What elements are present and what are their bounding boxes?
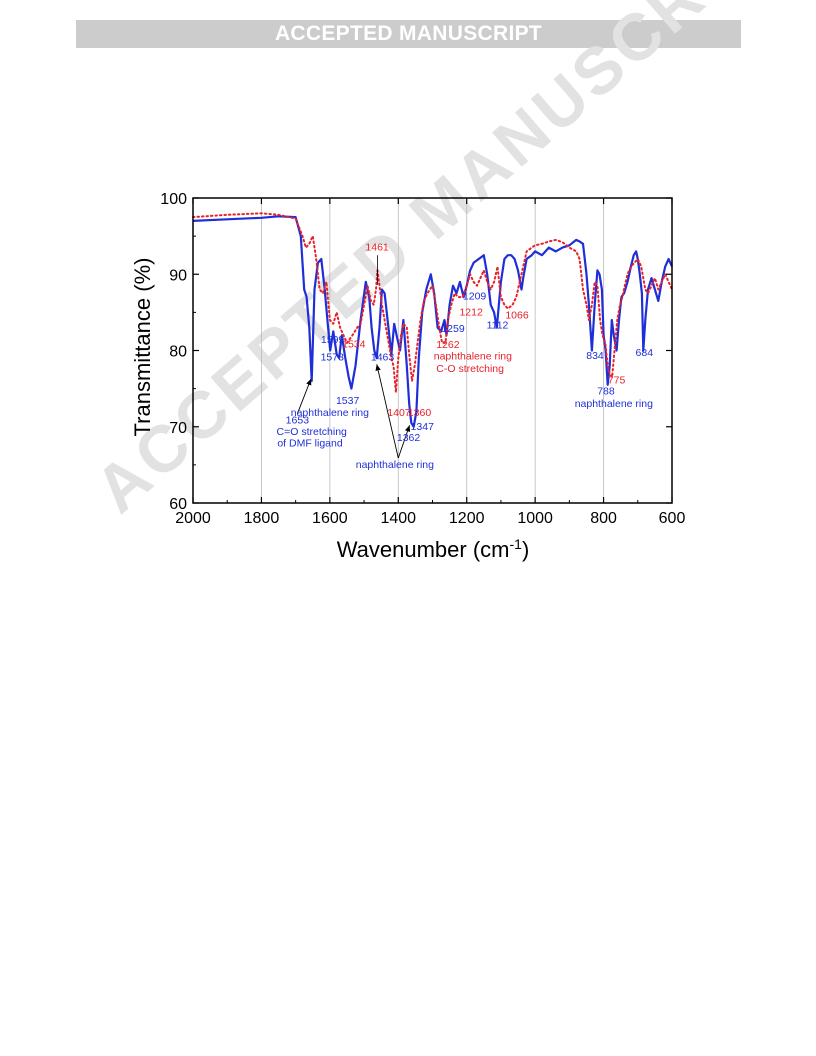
x-axis-label-sup: -1: [510, 536, 523, 552]
y-tick-label-70: 70: [169, 420, 187, 437]
peak-label: 1463: [371, 351, 395, 363]
peak-label: 788: [597, 386, 615, 398]
peak-label: naphthalene ring: [356, 459, 434, 471]
peak-label: 684: [636, 347, 654, 359]
peak-label: 1407: [387, 407, 411, 419]
peak-label: 1599: [321, 334, 345, 346]
peak-label: 1212: [459, 306, 483, 318]
peak-label: 1066: [505, 309, 529, 321]
peak-label: C=O stretching: [277, 426, 347, 438]
peak-label: naphthalene ring: [291, 407, 369, 419]
peak-label: 1537: [336, 395, 360, 407]
x-tick-label-600: 600: [659, 510, 686, 527]
peak-label: 834: [586, 350, 604, 362]
annotation-arrow-1: [375, 364, 399, 459]
series-line-blue: [192, 215, 674, 428]
annotation-arrow-0: [296, 378, 312, 414]
x-tick-label-1400: 1400: [380, 510, 416, 527]
x-tick-label-1000: 1000: [517, 510, 553, 527]
y-axis-label: Transmittance (%): [130, 258, 155, 437]
peak-label: naphthalene ring: [575, 398, 653, 410]
peak-label: of DMF ligand: [277, 438, 343, 450]
peak-label: 1360: [408, 407, 432, 419]
peak-label: 1461: [365, 242, 389, 254]
peak-label: 1653: [286, 415, 310, 427]
peak-label: 1347: [411, 421, 435, 433]
x-tick-label-2000: 2000: [175, 510, 211, 527]
series-line-red: [192, 212, 673, 394]
x-tick-label-1200: 1200: [449, 510, 485, 527]
x-tick-label-1600: 1600: [312, 510, 348, 527]
peak-label: 1573: [321, 351, 345, 363]
y-tick-label-100: 100: [160, 191, 187, 208]
y-tick-label-60: 60: [169, 496, 187, 513]
peak-label: 1259: [441, 323, 465, 335]
y-tick-label-90: 90: [169, 267, 187, 284]
x-tick-label-1800: 1800: [244, 510, 280, 527]
annotation-arrow-2: [397, 425, 411, 459]
x-axis-label-main: Wavenumber (cm: [337, 537, 510, 562]
peak-label: 1209: [463, 290, 487, 302]
peak-label: 1262: [436, 339, 460, 351]
accepted-manuscript-banner: ACCEPTED MANUSCRIPT: [76, 20, 741, 48]
series-layer: [192, 212, 674, 428]
peak-label: 1362: [397, 432, 421, 444]
x-tick-label-800: 800: [590, 510, 617, 527]
peak-label: 1112: [487, 319, 509, 331]
peak-label: 1534: [342, 338, 366, 350]
x-axis-label: Wavenumber (cm-1): [337, 536, 530, 562]
peak-label: naphthalene ring: [434, 351, 512, 363]
axes: 2000 1800 1600 1400 1200 1000 800 600 60 70 80 90 10…: [160, 191, 685, 527]
y-tick-label-80: 80: [169, 344, 187, 361]
peak-label: 775: [608, 374, 626, 386]
x-axis-label-close: ): [522, 537, 529, 562]
peak-label: C-O stretching: [436, 363, 504, 375]
